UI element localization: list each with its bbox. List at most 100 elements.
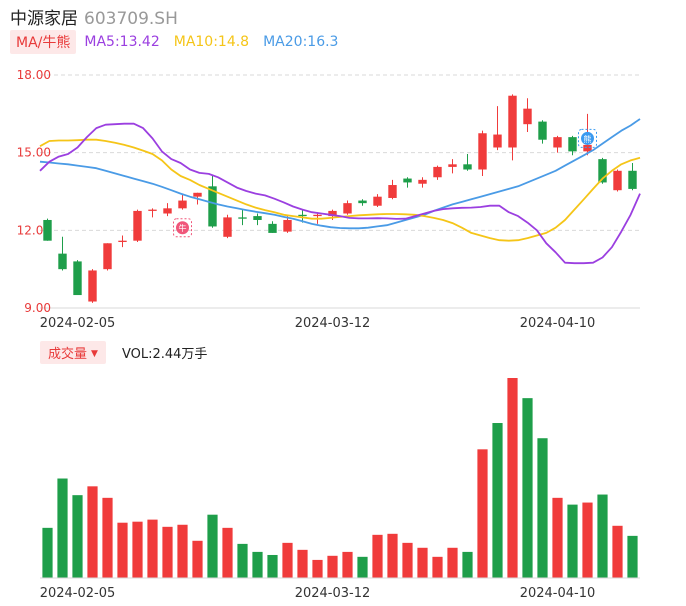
ma20-line (39, 118, 641, 230)
volume-bar (192, 540, 203, 578)
y-tick-label: 15.00 (17, 146, 51, 160)
volume-bar (87, 486, 98, 578)
volume-bar (72, 495, 83, 578)
ma-indicator-toggle[interactable]: MA/牛熊 (10, 30, 77, 54)
x-tick-label: 2024-04-10 (520, 586, 596, 601)
volume-indicator-toggle[interactable]: 成交量 ▼ (40, 340, 106, 364)
candle-body (553, 137, 562, 148)
x-tick-label: 2024-03-12 (295, 316, 371, 331)
volume-bar (117, 522, 128, 578)
candle-body (568, 137, 577, 152)
caret-down-icon: ▼ (91, 349, 98, 359)
y-tick-label: 12.00 (17, 223, 51, 237)
candle-body (388, 185, 397, 198)
signal-dot (581, 131, 594, 145)
ma-legend: MA/牛熊 MA5:13.42 MA10:14.8 MA20:16.3 (10, 30, 352, 54)
candle-body (103, 243, 112, 270)
bull-signal-icon: 牛 (173, 218, 192, 238)
volume-bar (597, 494, 608, 578)
x-tick-label: 2024-02-05 (40, 316, 116, 331)
volume-bar (552, 497, 563, 578)
candle-body (433, 166, 442, 178)
signal-label: 牛 (179, 223, 187, 233)
volume-bar (357, 556, 368, 578)
volume-value-label: VOL:2.44万手 (121, 346, 208, 362)
candle-body (418, 179, 427, 184)
candle-body (508, 95, 517, 148)
candle-body (283, 219, 292, 232)
volume-bar (537, 438, 548, 578)
ma10-label: MA10:14.8 (173, 34, 250, 50)
ma5-label: MA5:13.42 (84, 34, 160, 50)
volume-bar (612, 525, 623, 578)
volume-bar (447, 547, 458, 578)
ma20-label: MA20:16.3 (263, 34, 339, 50)
volume-legend: 成交量 ▼ VOL:2.44万手 (40, 340, 208, 364)
volume-bar (222, 527, 233, 578)
volume-bar (492, 423, 503, 578)
volume-bar (42, 527, 53, 578)
stock-name: 中源家居 (10, 9, 78, 29)
volume-bar (57, 478, 68, 578)
volume-bar (162, 526, 173, 578)
volume-bar (507, 378, 518, 578)
candle-body (583, 144, 592, 152)
ma5-line (39, 122, 641, 265)
volume-bar (147, 519, 158, 578)
candle-body (193, 192, 202, 197)
candle-body (238, 217, 247, 219)
signal-frame (578, 128, 597, 148)
bear-signal-icon: 熊 (578, 128, 597, 148)
candle-body (373, 196, 382, 206)
candle-body (328, 210, 337, 217)
candle-body (208, 186, 217, 227)
volume-bar (417, 547, 428, 578)
y-tick-label: 9.00 (24, 301, 51, 315)
candle-body (223, 217, 232, 237)
volume-bar (327, 555, 338, 578)
volume-bar (432, 556, 443, 578)
volume-bar (132, 521, 143, 578)
volume-bar (627, 535, 638, 578)
volume-bar (237, 543, 248, 578)
candle-body (613, 170, 622, 191)
candle-body (598, 159, 607, 183)
volume-bar (312, 559, 323, 578)
ma10-line (39, 138, 641, 242)
candle-body (268, 223, 277, 233)
signal-label: 熊 (584, 134, 592, 144)
volume-bar (582, 502, 593, 578)
candle-body (403, 178, 412, 183)
x-tick-label: 2024-04-10 (520, 316, 596, 331)
volume-bar (477, 449, 488, 578)
candle-body (73, 261, 82, 296)
stock-code: 603709.SH (84, 9, 178, 29)
candle-body (253, 216, 262, 220)
candle-body (133, 210, 142, 241)
candle-body (178, 200, 187, 209)
signal-frame (173, 218, 192, 238)
candle-body (478, 133, 487, 170)
volume-bar (282, 542, 293, 578)
volume-bar (177, 524, 188, 578)
volume-bar (387, 533, 398, 578)
candle-body (343, 203, 352, 214)
candle-body (493, 134, 502, 148)
volume-bar (102, 497, 113, 578)
signal-dot (176, 221, 189, 235)
candle-body (538, 121, 547, 140)
candle-body (358, 200, 367, 204)
candle-body (118, 240, 127, 242)
candle-body (463, 164, 472, 170)
candle-body (58, 253, 67, 270)
stock-title: 中源家居 603709.SH (10, 4, 178, 29)
volume-bar (567, 504, 578, 578)
candle-body (523, 108, 532, 125)
candle-body (628, 170, 637, 189)
volume-bar (267, 554, 278, 578)
candle-body (298, 214, 307, 217)
volume-toggle-label: 成交量 (48, 346, 88, 362)
volume-bar (522, 398, 533, 578)
volume-bar (372, 534, 383, 578)
